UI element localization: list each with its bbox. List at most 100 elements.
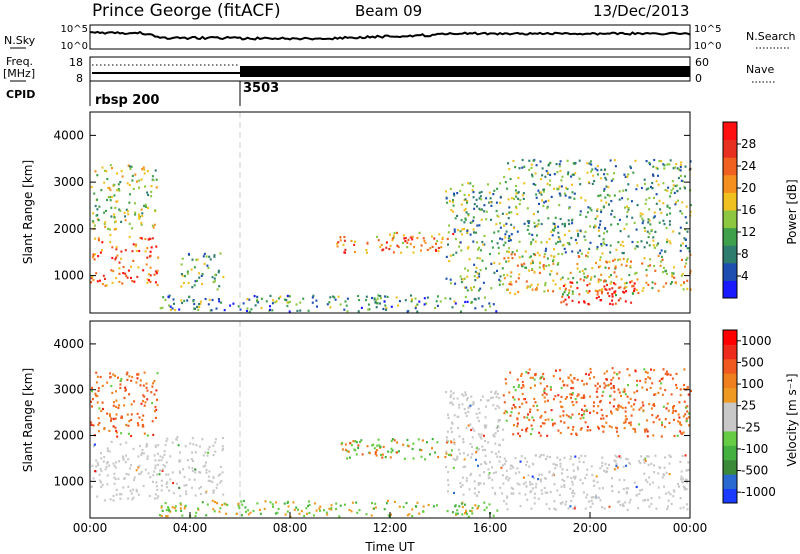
power-cell-636 [452, 210, 454, 213]
power-cell-1019 [508, 247, 511, 250]
velocity-cell-1418 [521, 428, 524, 431]
power-cell-1006 [649, 163, 651, 166]
power-cell-310 [466, 300, 469, 303]
velocity-cell-1446 [557, 429, 560, 432]
power-cell-1451 [592, 174, 595, 177]
power-cell-217 [142, 166, 145, 169]
velocity-cell-90 [112, 494, 115, 498]
power-cell-357 [193, 302, 196, 306]
velocity-cell-966 [542, 453, 545, 457]
velocity-cell-1132 [659, 466, 662, 469]
power-cell-1350 [622, 244, 625, 248]
velocity-cell-842 [509, 467, 512, 470]
velocity-cell-1048 [633, 481, 636, 484]
power-cell-144 [146, 191, 149, 194]
power-cell-392 [181, 301, 184, 305]
power-cell-750 [608, 275, 611, 279]
velocity-cell-706 [453, 438, 456, 441]
power-cell-1309 [553, 229, 556, 232]
power-cell-1171 [543, 201, 546, 204]
velocity-cell-388 [160, 505, 163, 508]
velocity-cell-1513 [677, 413, 680, 416]
velocity-cell-16 [106, 447, 109, 450]
power-cell-105 [114, 206, 117, 209]
power-cell-870 [587, 291, 590, 294]
power-cell-1296 [613, 159, 616, 162]
velocity-cell-950 [680, 470, 683, 473]
velocity-cell-1209 [626, 368, 629, 371]
velocity-cell-845 [560, 485, 563, 488]
velocity-cell-1122 [601, 456, 604, 459]
velocity-cell-958 [563, 485, 566, 488]
velocity-cell-102 [106, 474, 109, 477]
velocity-cell-1355 [617, 388, 620, 391]
power-cell-535 [385, 246, 388, 249]
velocity-cell-286 [156, 488, 159, 492]
power-cell-474 [376, 235, 379, 238]
power-cell-1544 [605, 288, 608, 291]
velocity-cell-1104 [665, 492, 668, 495]
power-cell-490 [353, 250, 356, 254]
velocity-cell-220 [109, 372, 112, 375]
velocity-cell-903 [625, 492, 628, 495]
power-cell-446 [256, 300, 259, 303]
velocity-cell-672 [495, 427, 498, 430]
velocity-cell-597 [420, 449, 423, 452]
velocity-colorbar-swatch-1 [723, 474, 737, 490]
power-cell-1355 [647, 218, 650, 221]
velocity-cell-625 [376, 444, 379, 447]
velocity-cell-1432 [610, 410, 612, 413]
power-cell-790 [552, 279, 555, 282]
power-cell-145 [154, 169, 157, 172]
velocity-cell-412 [387, 499, 389, 502]
velocity-cell-1472 [505, 419, 508, 422]
velocity-cell-1486 [661, 423, 664, 427]
velocity-cell-1000 [629, 498, 632, 501]
power-cell-35 [115, 256, 118, 259]
power-cell-881 [661, 271, 664, 274]
velocity-cell-1093 [625, 491, 628, 494]
power-cell-890 [564, 289, 567, 292]
power-cell-1318 [679, 249, 682, 252]
power-cell-918 [506, 274, 509, 277]
power-cell-996 [625, 189, 628, 192]
power-cell-1286 [584, 238, 587, 242]
velocity-cell-204 [143, 432, 146, 435]
velocity-cell-634 [444, 455, 447, 459]
velocity-cell-569 [346, 450, 349, 453]
power-cell-538 [402, 234, 405, 237]
velocity-cell-1532 [687, 393, 690, 396]
velocity-cell-351 [157, 495, 160, 498]
power-cell-1531 [608, 295, 611, 298]
velocity-cell-785 [461, 484, 464, 487]
power-cell-1552 [587, 302, 590, 306]
power-cell-111 [123, 211, 126, 214]
power-cell-1205 [502, 244, 505, 247]
velocity-cell-390 [276, 511, 279, 514]
power-cell-454 [385, 308, 387, 311]
velocity-cell-196 [111, 391, 114, 394]
power-cell-1249 [545, 241, 548, 244]
power-cell-1265 [540, 241, 543, 244]
power-cell-1048 [567, 171, 570, 174]
velocity-cell-521 [371, 502, 373, 505]
power-cell-1052 [504, 233, 507, 236]
power-cell-832 [530, 283, 533, 286]
power-cell-630 [445, 255, 448, 258]
velocity-cell-369 [207, 475, 210, 478]
power-cell-361 [414, 307, 417, 310]
power-cell-802 [544, 284, 547, 287]
power-cell-1046 [521, 166, 524, 169]
power-cell-25 [135, 249, 138, 252]
velocity-cell-1173 [682, 387, 685, 391]
power-cell-1177 [555, 163, 558, 166]
velocity-colorbar-label-1: 500 [741, 355, 764, 369]
power-cell-59 [101, 283, 104, 286]
power-cell-595 [463, 221, 466, 224]
velocity-cell-1488 [633, 403, 636, 406]
velocity-cell-236 [90, 423, 93, 426]
velocity-cell-1340 [596, 382, 599, 385]
velocity-cell-1102 [591, 473, 594, 477]
power-cell-804 [508, 283, 511, 286]
power-cell-1243 [660, 211, 663, 215]
